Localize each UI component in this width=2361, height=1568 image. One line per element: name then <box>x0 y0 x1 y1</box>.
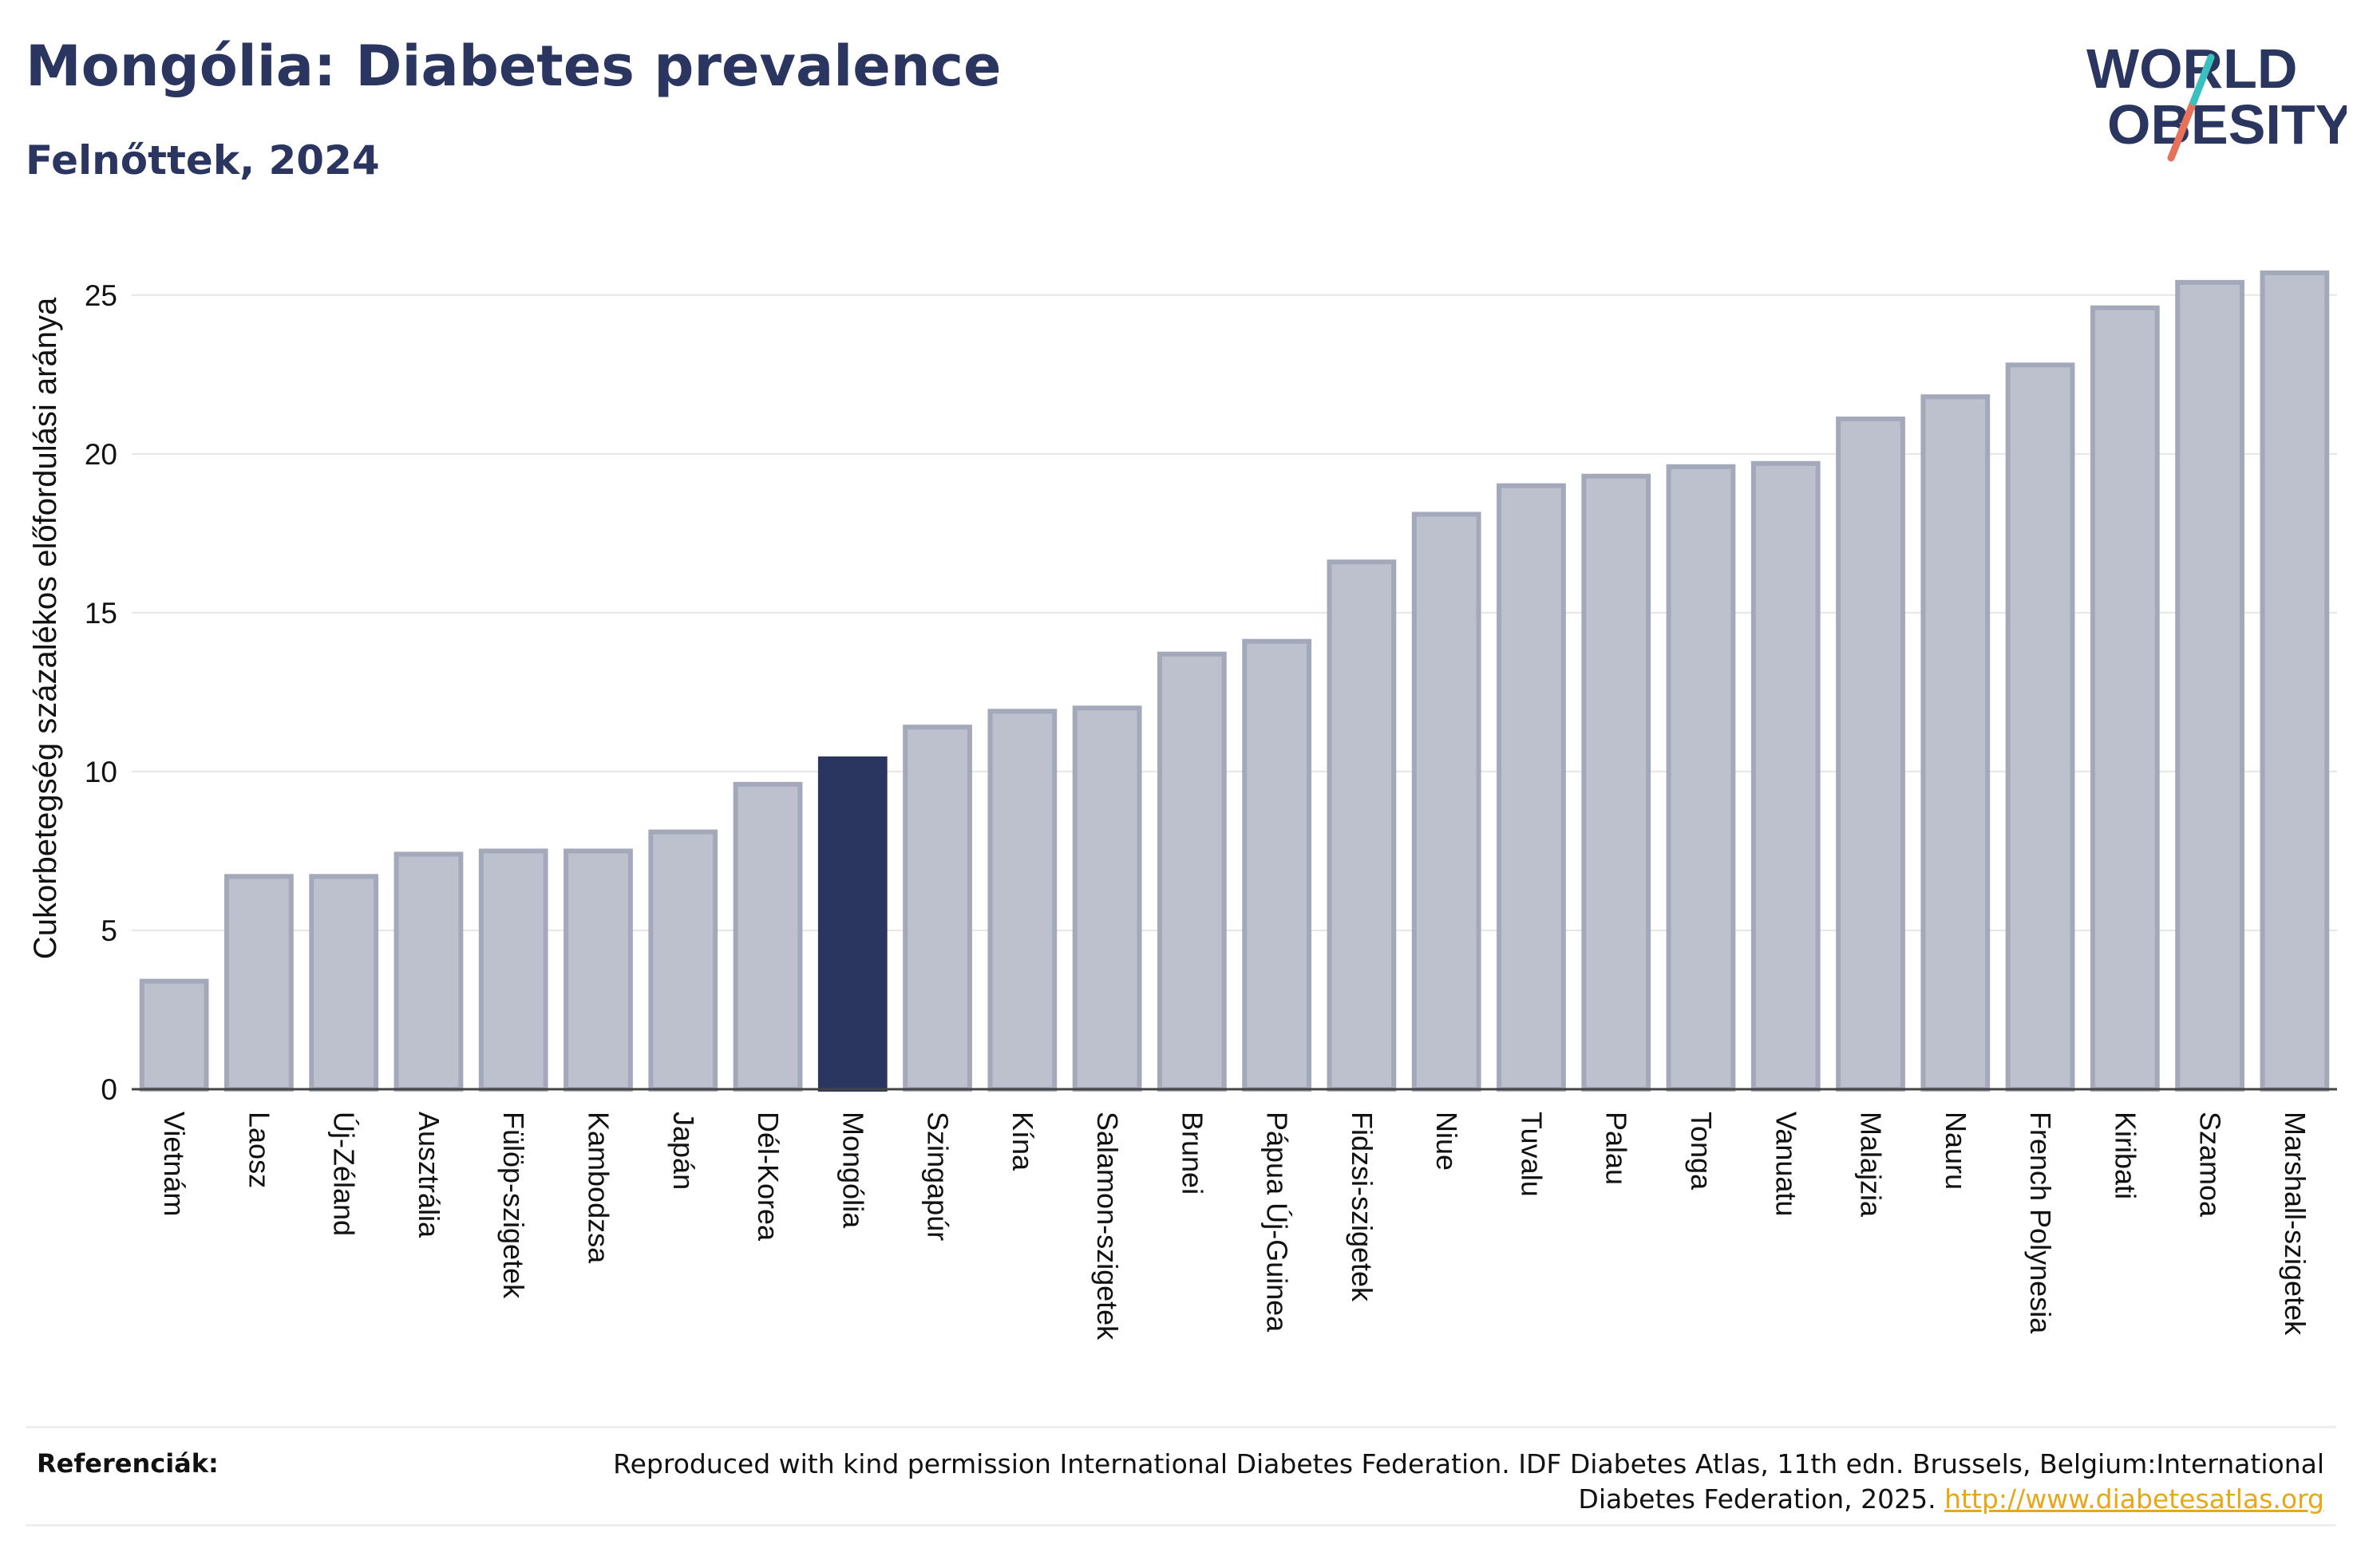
references-label: Referenciák: <box>37 1448 219 1479</box>
bar-Ausztrália <box>394 851 464 1092</box>
x-tick-label: Marshall-szigetek <box>2279 1112 2312 1336</box>
x-tick-label: Mongólia <box>836 1112 869 1229</box>
bar-Új-Zéland <box>309 874 379 1092</box>
bar-French Polynesia <box>2005 362 2075 1092</box>
chart-subtitle: Felnőttek, 2024 <box>26 137 380 184</box>
x-tick-label: French Polynesia <box>2024 1112 2057 1334</box>
divider-top <box>26 1426 2336 1428</box>
x-tick-label: Laosz <box>243 1112 275 1188</box>
x-tick-label: Pápua Új-Guinea <box>1261 1112 1294 1333</box>
bar-Fidzsi-szigetek <box>1327 559 1397 1092</box>
divider-bottom <box>26 1524 2336 1527</box>
bar-Laosz <box>224 874 294 1092</box>
bar-Nauru <box>1920 394 1991 1092</box>
x-tick-label: Fidzsi-szigetek <box>1346 1112 1378 1302</box>
x-tick-label: Niue <box>1430 1112 1463 1171</box>
x-tick-label: Dél-Korea <box>752 1112 785 1242</box>
bar-Salamon-szigetek <box>1072 705 1142 1092</box>
references-body: Reproduced with kind permission Internat… <box>613 1448 2324 1515</box>
y-tick-label: 15 <box>85 597 117 630</box>
x-tick-label: Ausztrália <box>413 1112 445 1238</box>
bar-Kiribati <box>2090 305 2160 1092</box>
x-tick-label: Vanuatu <box>1770 1112 1802 1216</box>
bar-Mongólia <box>817 756 888 1092</box>
y-tick-label: 25 <box>85 279 117 312</box>
x-tick-label: Japán <box>667 1112 700 1190</box>
logo-line2: OBESITY <box>2107 93 2347 156</box>
bars <box>139 270 2330 1092</box>
x-tick-label: Nauru <box>1940 1112 1972 1190</box>
bar-Vietnám <box>139 978 209 1092</box>
y-tick-label: 10 <box>85 756 117 788</box>
x-tick-label: Tonga <box>1685 1112 1718 1191</box>
y-tick-label: 0 <box>101 1073 117 1106</box>
world-obesity-logo: WORLD OBESITY <box>2086 38 2347 162</box>
y-tick-label: 5 <box>101 914 117 947</box>
bar-chart: 0 5 10 15 20 25 Vietnám Laosz Új-Zéland Ausztrál… <box>28 270 2337 1341</box>
bar-Pápua Új-Guinea <box>1242 638 1312 1092</box>
bar-Fülöp-szigetek <box>478 848 548 1092</box>
bar-Palau <box>1581 473 1651 1092</box>
x-tick-label: Új-Zéland <box>328 1112 361 1236</box>
bar-Dél-Korea <box>733 781 803 1092</box>
bar-Japán <box>648 829 718 1092</box>
x-tick-label: Tuvalu <box>1515 1112 1548 1197</box>
x-tick-label: Vietnám <box>158 1112 191 1216</box>
x-tick-labels: Vietnám Laosz Új-Zéland Ausztrália Fülöp-szi… <box>158 1112 2312 1341</box>
bar-Brunei <box>1157 651 1227 1092</box>
y-axis-label: Cukorbetegség százalékos előfordulási ar… <box>28 297 63 959</box>
x-tick-label: Szingapúr <box>922 1112 955 1241</box>
chart-title: Mongólia: Diabetes prevalence <box>26 34 1002 99</box>
bar-Marshall-szigetek <box>2260 270 2330 1092</box>
bar-Kambodzsa <box>564 848 633 1092</box>
bar-Tonga <box>1666 464 1736 1092</box>
logo-line1: WORLD <box>2086 38 2297 100</box>
references-link[interactable]: http://www.diabetesatlas.org <box>1944 1483 2324 1515</box>
y-tick-labels: 0 5 10 15 20 25 <box>85 279 117 1106</box>
bar-Tuvalu <box>1497 483 1566 1092</box>
bar-Szamoa <box>2175 279 2244 1092</box>
bar-Kína <box>987 709 1058 1092</box>
x-tick-label: Kambodzsa <box>582 1112 615 1264</box>
x-tick-label: Palau <box>1600 1112 1633 1185</box>
bar-Vanuatu <box>1750 460 1821 1092</box>
bar-Niue <box>1411 511 1481 1092</box>
x-tick-label: Malajzia <box>1855 1112 1888 1218</box>
x-tick-label: Fülöp-szigetek <box>497 1112 530 1299</box>
bar-Malajzia <box>1836 417 1905 1092</box>
x-tick-label: Szamoa <box>2194 1112 2227 1218</box>
x-tick-label: Kína <box>1006 1112 1039 1171</box>
x-tick-label: Salamon-szigetek <box>1091 1112 1124 1341</box>
x-tick-label: Brunei <box>1176 1112 1208 1195</box>
y-tick-label: 20 <box>85 438 117 471</box>
references-text: Reproduced with kind permission Internat… <box>488 1447 2324 1517</box>
x-tick-label: Kiribati <box>2109 1112 2142 1199</box>
bar-Szingapúr <box>903 725 972 1092</box>
